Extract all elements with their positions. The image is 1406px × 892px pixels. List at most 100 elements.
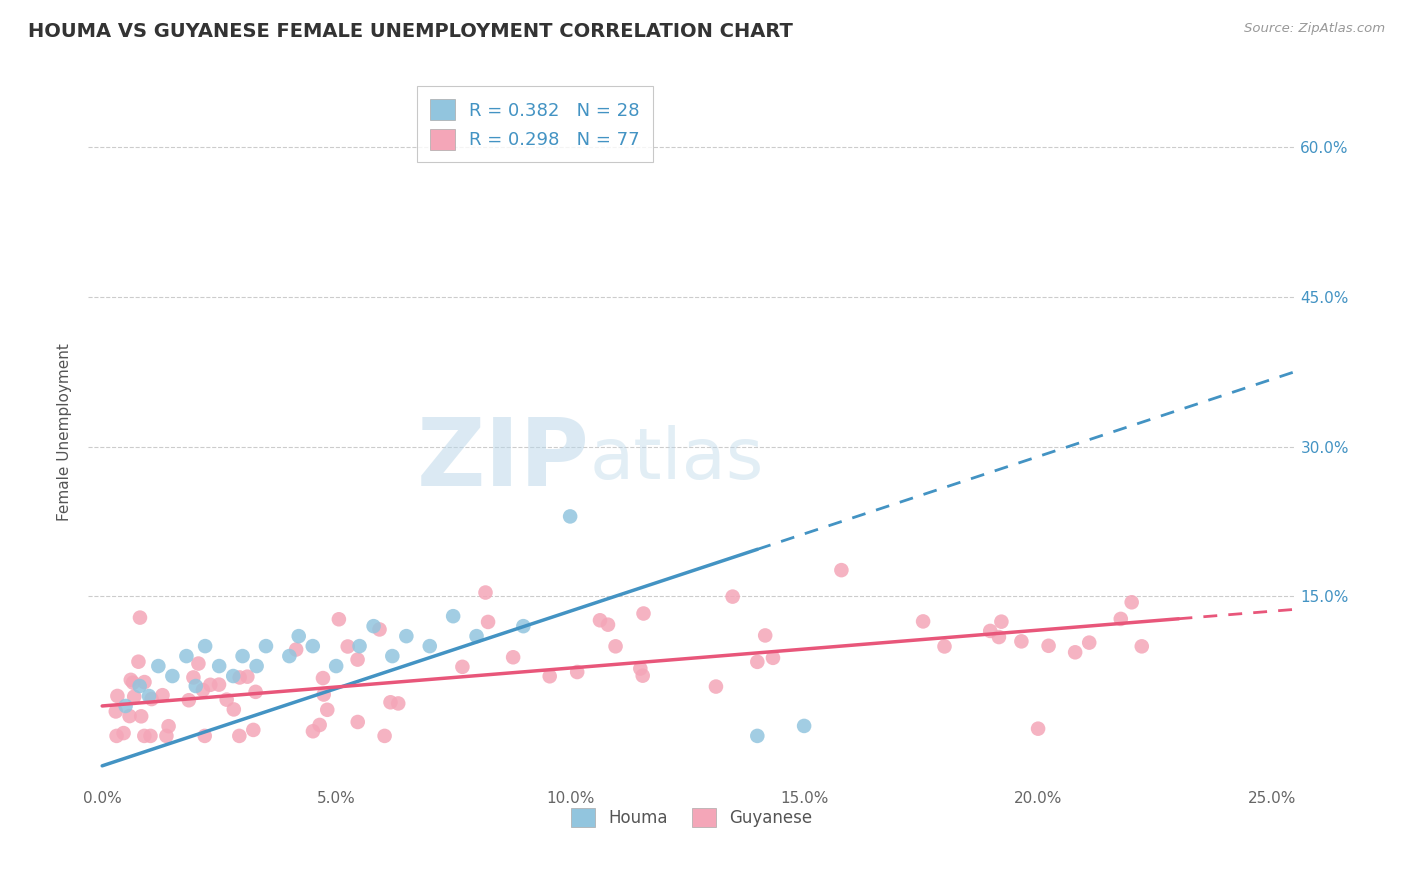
Point	[228, 670, 250, 684]
Text: Source: ZipAtlas.com: Source: ZipAtlas.com	[1244, 22, 1385, 36]
Point	[128, 679, 150, 693]
Point	[134, 675, 156, 690]
Point	[308, 718, 330, 732]
Point	[387, 697, 409, 711]
Point	[302, 724, 325, 739]
Point	[747, 729, 769, 743]
Point	[222, 702, 245, 716]
Point	[328, 612, 350, 626]
Point	[793, 719, 815, 733]
Point	[127, 655, 149, 669]
Point	[451, 660, 474, 674]
Point	[754, 628, 776, 642]
Point	[538, 669, 561, 683]
Point	[1121, 595, 1143, 609]
Point	[1010, 634, 1032, 648]
Point	[155, 729, 177, 743]
Point	[105, 729, 128, 743]
Point	[141, 692, 163, 706]
Point	[232, 649, 254, 664]
Point	[349, 639, 371, 653]
Point	[208, 659, 231, 673]
Point	[567, 665, 589, 679]
Point	[633, 607, 655, 621]
Point	[419, 639, 441, 653]
Point	[979, 624, 1001, 638]
Point	[312, 671, 335, 685]
Point	[254, 639, 277, 653]
Point	[129, 610, 152, 624]
Point	[1130, 640, 1153, 654]
Point	[336, 640, 359, 654]
Y-axis label: Female Unemployment: Female Unemployment	[58, 343, 72, 521]
Point	[152, 688, 174, 702]
Point	[631, 668, 654, 682]
Point	[395, 629, 418, 643]
Point	[105, 689, 128, 703]
Point	[176, 649, 198, 664]
Point	[138, 689, 160, 703]
Point	[194, 729, 217, 743]
Text: atlas: atlas	[589, 425, 763, 494]
Point	[120, 673, 142, 687]
Point	[830, 563, 852, 577]
Point	[596, 617, 619, 632]
Point	[122, 690, 145, 704]
Point	[465, 629, 488, 643]
Point	[316, 703, 339, 717]
Point	[312, 688, 335, 702]
Point	[228, 729, 250, 743]
Point	[134, 729, 156, 743]
Point	[114, 698, 136, 713]
Point	[129, 709, 152, 723]
Point	[242, 723, 264, 737]
Point	[187, 657, 209, 671]
Point	[122, 675, 145, 690]
Point	[1038, 639, 1060, 653]
Point	[112, 726, 135, 740]
Point	[184, 679, 207, 693]
Point	[301, 639, 323, 653]
Text: HOUMA VS GUYANESE FEMALE UNEMPLOYMENT CORRELATION CHART: HOUMA VS GUYANESE FEMALE UNEMPLOYMENT CO…	[28, 22, 793, 41]
Point	[200, 678, 222, 692]
Point	[628, 662, 651, 676]
Point	[183, 670, 205, 684]
Point	[912, 615, 935, 629]
Point	[325, 659, 347, 673]
Point	[194, 639, 217, 653]
Point	[148, 659, 170, 673]
Point	[157, 719, 180, 733]
Point	[236, 670, 259, 684]
Point	[215, 692, 238, 706]
Point	[287, 629, 309, 643]
Point	[512, 619, 534, 633]
Point	[191, 683, 214, 698]
Point	[208, 678, 231, 692]
Point	[285, 642, 308, 657]
Point	[605, 640, 627, 654]
Point	[721, 590, 744, 604]
Point	[381, 649, 404, 664]
Point	[162, 669, 184, 683]
Point	[246, 659, 269, 673]
Point	[474, 585, 496, 599]
Point	[104, 705, 127, 719]
Point	[177, 693, 200, 707]
Point	[368, 623, 391, 637]
Point	[560, 509, 582, 524]
Point	[987, 630, 1010, 644]
Point	[589, 613, 612, 627]
Point	[374, 729, 396, 743]
Point	[1078, 635, 1101, 649]
Point	[747, 655, 769, 669]
Point	[346, 714, 368, 729]
Point	[502, 650, 524, 665]
Point	[704, 680, 727, 694]
Point	[380, 695, 402, 709]
Point	[118, 709, 141, 723]
Point	[278, 649, 301, 664]
Point	[139, 729, 162, 743]
Point	[762, 650, 785, 665]
Point	[934, 640, 956, 654]
Point	[1064, 645, 1087, 659]
